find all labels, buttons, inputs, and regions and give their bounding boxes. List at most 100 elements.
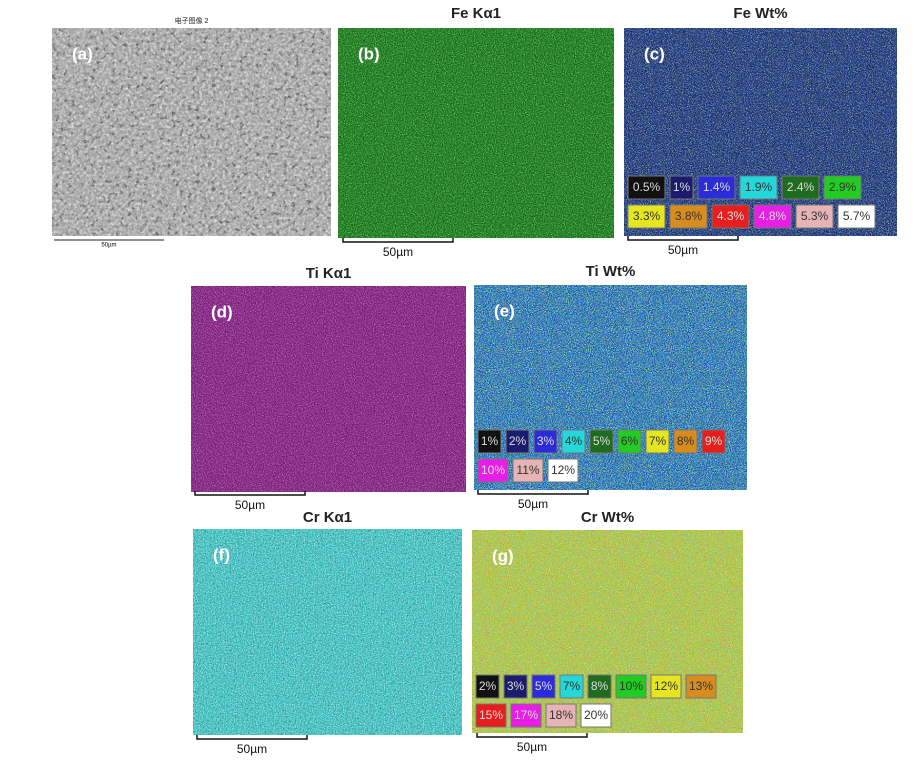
scale-bar [477,490,589,495]
scale-label: 50µm [517,740,547,754]
legend-item: 8% [587,674,612,699]
legend-swatch [627,175,666,200]
legend-swatch [512,458,544,483]
legend-label: 15% [479,708,503,722]
legend-item: 4.8% [753,204,792,229]
legend-item: 11% [512,458,544,483]
map-texture [472,530,743,733]
legend-item: 2% [475,674,500,699]
panel-title: Fe Kα1 [451,5,501,22]
legend-item: 1.9% [739,175,778,200]
scale-label: 50µm [237,742,267,756]
panel-label: (d) [211,302,233,321]
legend-item: 4.3% [711,204,750,229]
legend-label: 0.5% [633,180,661,194]
scale-bar [196,735,308,740]
legend-item: 1.4% [697,175,736,200]
scale-bar [476,733,588,738]
legend-label: 11% [516,463,539,477]
legend-swatch [559,674,584,699]
legend-item: 10% [477,458,509,483]
legend-item: 5.3% [795,204,834,229]
legend-label: 8% [591,679,609,693]
panel-title: Ti Wt% [586,263,636,280]
legend-label: 3% [537,434,555,448]
legend-item: 7% [645,429,670,454]
legend-swatch [781,175,820,200]
legend-swatch [561,429,586,454]
legend-label: 9% [705,434,723,448]
legend-item: 9% [701,429,726,454]
legend-label: 10% [619,679,643,693]
legend-swatch [617,429,642,454]
panel: Ti Kα1 (d) 50µm [191,265,466,512]
legend-swatch [739,175,778,200]
panel: Cr Wt% (g) 50µm 2% 3% 5% 7% 8% 10% 12% 13% 15% 17% 18… [472,509,743,754]
legend-swatch [533,429,558,454]
legend-item: 3.3% [627,204,666,229]
legend-swatch [753,204,792,229]
legend-item: 10% [615,674,647,699]
legend-item: 6% [617,429,642,454]
legend-label: 8% [677,434,695,448]
legend-label: 5% [535,679,553,693]
legend-item: 12% [650,674,682,699]
legend-swatch [697,175,736,200]
legend-swatch [547,458,579,483]
legend-label: 1% [673,180,691,194]
scale-label: 50µm [101,243,116,249]
legend-swatch [580,703,612,728]
legend-swatch [615,674,647,699]
legend-label: 2.9% [829,180,857,194]
scale-bar [194,491,306,496]
legend-label: 2% [479,679,497,693]
panel-label: (f) [213,545,230,564]
legend-item: 5.7% [837,204,876,229]
panel: 电子图像 2 (a) 50µm [52,16,331,249]
legend-label: 4.8% [759,209,787,223]
panel-title: Ti Kα1 [306,265,352,282]
legend-swatch [645,429,670,454]
legend-item: 15% [475,703,507,728]
legend-label: 5% [593,434,611,448]
legend-swatch [475,703,507,728]
scale-label: 50µm [668,243,698,257]
map-texture [474,285,747,490]
scale-label: 50µm [235,498,265,512]
legend-label: 17% [514,708,538,722]
map-texture [338,28,614,238]
panel-label: (a) [72,44,93,63]
panel-title: Cr Kα1 [303,509,352,526]
legend-swatch [837,204,876,229]
legend-item: 1% [669,175,694,200]
panel-title: Fe Wt% [733,5,787,22]
legend-item: 5% [531,674,556,699]
legend-label: 10% [481,463,505,477]
legend-item: 1% [477,429,502,454]
legend-swatch [503,674,528,699]
legend-swatch [673,429,698,454]
panel: Fe Kα1 (b) 50µm [338,5,614,259]
legend-swatch [823,175,862,200]
legend-swatch [587,674,612,699]
legend-label: 5.7% [843,209,871,223]
legend-label: 2.4% [787,180,815,194]
legend-swatch [589,429,614,454]
legend-swatch [685,674,717,699]
legend-item: 7% [559,674,584,699]
legend-item: 2% [505,429,530,454]
legend-label: 7% [563,679,581,693]
scale-strip [52,236,331,248]
legend-label: 18% [549,708,573,722]
panel-title: 电子图像 2 [175,16,209,25]
legend-item: 13% [685,674,717,699]
scale-label: 50µm [518,497,548,511]
legend-swatch [531,674,556,699]
legend-swatch [510,703,542,728]
legend-label: 3.8% [675,209,703,223]
legend-swatch [669,204,708,229]
legend-label: 5.3% [801,209,829,223]
legend-label: 1.4% [703,180,731,194]
panel: Cr Kα1 (f) 50µm [193,509,462,756]
